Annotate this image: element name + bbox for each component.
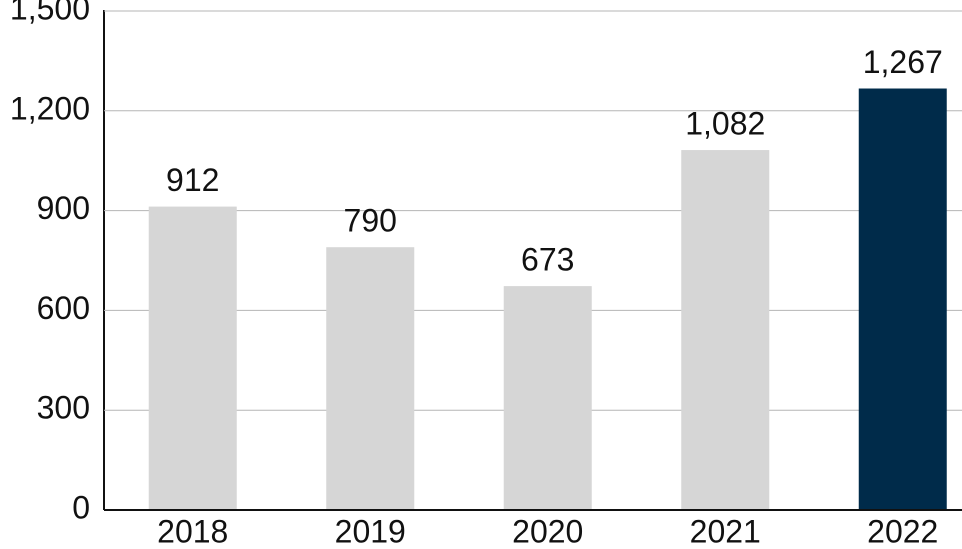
bar <box>858 88 947 511</box>
data-label: 790 <box>344 203 397 239</box>
y-tick-label: 300 <box>37 390 90 426</box>
y-tick-label: 600 <box>37 290 90 326</box>
y-tick-label: 900 <box>37 190 90 226</box>
data-label: 1,267 <box>863 44 943 80</box>
bar <box>503 286 592 510</box>
x-tick-label: 2019 <box>335 513 406 549</box>
data-label: 1,082 <box>685 106 765 142</box>
bar <box>326 247 415 510</box>
data-label: 912 <box>166 162 219 198</box>
bar <box>148 206 237 510</box>
x-tick-label: 2020 <box>512 513 583 549</box>
x-tick-label: 2021 <box>690 513 761 549</box>
y-tick-label: 1,200 <box>10 90 90 126</box>
y-tick-label: 1,500 <box>10 0 90 26</box>
x-tick-label: 2018 <box>157 513 228 549</box>
data-label: 673 <box>521 242 574 278</box>
x-tick-label: 2022 <box>867 513 938 549</box>
y-tick-label: 0 <box>72 489 90 525</box>
bar <box>681 150 770 510</box>
